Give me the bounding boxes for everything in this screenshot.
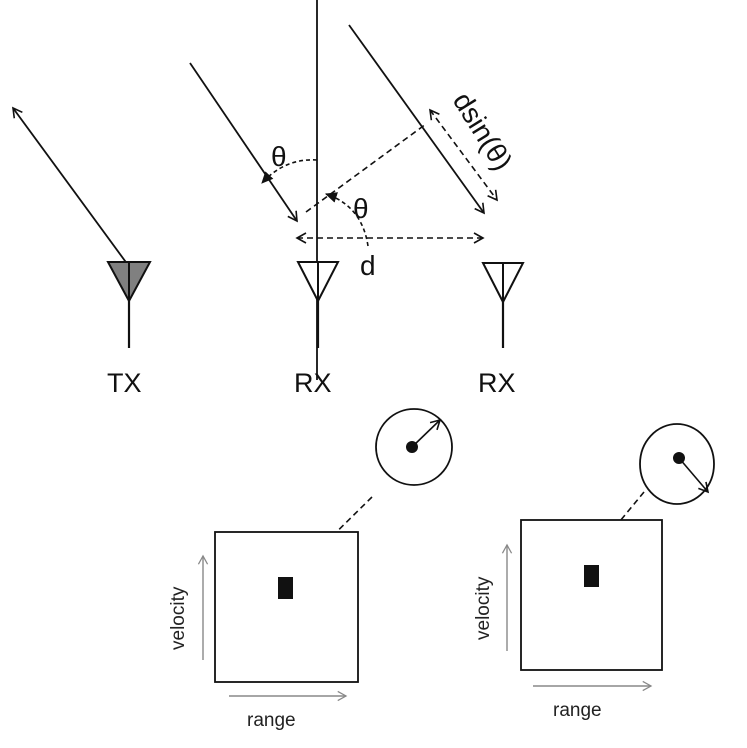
- rx-antenna-icon: [296, 261, 340, 348]
- rx1-label: RX: [294, 368, 332, 398]
- target-marker: [278, 577, 293, 599]
- theta-label-upper: θ: [271, 141, 287, 172]
- theta-label-lower: θ: [353, 193, 369, 224]
- target-circle-1: [375, 408, 453, 486]
- velocity-axis-label: velocity: [473, 576, 494, 640]
- incoming-ray-rx1: [189, 62, 298, 223]
- mapping-arrow-1: [304, 496, 373, 564]
- theta-arc-lower: [324, 192, 369, 247]
- target-circle-2: [639, 423, 715, 505]
- path-difference-label: dsin(θ): [447, 87, 519, 176]
- target-marker: [584, 565, 599, 587]
- distance-label: d: [360, 250, 376, 281]
- tx-label: TX: [107, 368, 142, 398]
- rx2-label: RX: [478, 368, 516, 398]
- range-velocity-map-1: velocity range: [168, 531, 359, 731]
- theta-arc-upper: [261, 159, 318, 184]
- tx-antenna-icon: [106, 261, 152, 348]
- rx-antenna-icon: [481, 262, 525, 348]
- range-axis-label: range: [553, 700, 602, 721]
- velocity-axis-label: velocity: [168, 586, 189, 650]
- path-difference-arrow: [429, 108, 498, 202]
- range-velocity-map-2: velocity range: [473, 519, 663, 721]
- tx-ray: [12, 106, 129, 266]
- range-axis-label: range: [247, 710, 296, 731]
